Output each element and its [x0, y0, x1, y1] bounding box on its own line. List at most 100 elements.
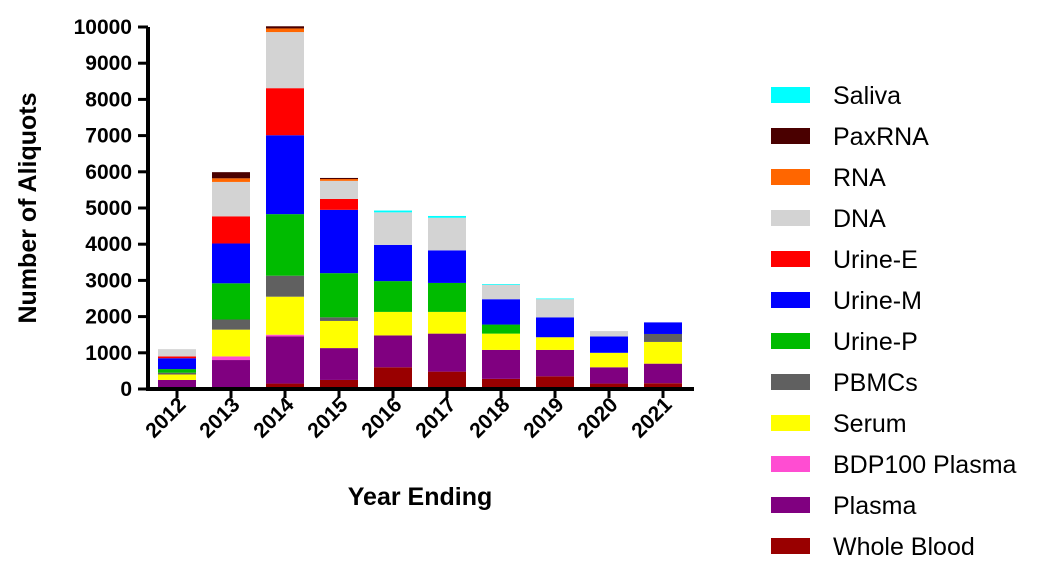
bar-segment [320, 348, 358, 380]
bar-segment [158, 372, 196, 375]
bar-segment [482, 299, 520, 325]
y-tick-label: 7000 [85, 125, 132, 148]
bar-segment [590, 336, 628, 353]
legend-label: DNA [833, 205, 886, 233]
y-tick-label: 10000 [74, 16, 132, 39]
bar-segment [212, 360, 250, 388]
x-tick-label: 2015 [303, 393, 353, 443]
bar-segment [374, 212, 412, 245]
bar-segment [158, 374, 196, 380]
bar-segment [212, 243, 250, 284]
bar-segment [158, 358, 196, 370]
bar-segment [320, 209, 358, 274]
bar-segment [536, 298, 574, 300]
legend-swatch [771, 87, 810, 103]
bar-segment [374, 335, 412, 368]
y-tick-label: 6000 [85, 161, 132, 184]
bar-segment [266, 214, 304, 276]
legend-swatch [771, 374, 810, 390]
legend-swatch [771, 538, 810, 554]
bar-segment [644, 322, 682, 334]
bar-segment [482, 324, 520, 334]
legend-swatch [771, 169, 810, 185]
legend-swatch [771, 497, 810, 513]
bar-segment [158, 369, 196, 373]
bar-segment [320, 177, 358, 180]
legend-swatch [771, 292, 810, 308]
bar-segment [644, 341, 682, 364]
bar-segment [212, 178, 250, 182]
x-tick-label: 2019 [519, 393, 568, 442]
legend-swatch [771, 456, 810, 472]
bar-segment [266, 26, 304, 29]
bar-segment [266, 32, 304, 89]
bar-segment [320, 379, 358, 389]
x-tick-label: 2014 [249, 393, 299, 443]
bar-segment [536, 337, 574, 350]
bar-segment [536, 299, 574, 318]
y-tick-label: 1000 [85, 342, 132, 365]
bar-segment [374, 281, 412, 312]
x-tick-label: 2018 [465, 393, 515, 443]
bar-segment [644, 383, 682, 389]
bar-segment [158, 356, 196, 359]
bar-segment [212, 283, 250, 320]
bars-layer [158, 26, 682, 389]
bar-segment [428, 311, 466, 334]
bar-segment [482, 284, 520, 300]
bar-segment [536, 349, 574, 377]
bar-segment [482, 284, 520, 285]
y-tick-label: 5000 [85, 197, 132, 220]
legend-swatch [771, 251, 810, 267]
bar-segment [266, 28, 304, 33]
bar-segment [428, 217, 466, 251]
legend-label: Urine-E [833, 246, 918, 274]
bar-segment [158, 349, 196, 357]
bar-segment [536, 317, 574, 338]
legend-label: Serum [833, 410, 907, 438]
bar-segment [644, 363, 682, 384]
y-tick-label: 2000 [85, 306, 132, 329]
bar-segment [212, 329, 250, 357]
bar-segment [374, 244, 412, 282]
bar-segment [266, 275, 304, 297]
bar-segment [266, 88, 304, 136]
x-tick-label: 2021 [627, 393, 677, 443]
bar-segment [266, 135, 304, 215]
bar-segment [374, 210, 412, 213]
legend-label: Plasma [833, 492, 916, 520]
bar-segment [482, 349, 520, 379]
bar-segment [590, 383, 628, 389]
bar-segment [158, 379, 196, 388]
bar-segment [320, 179, 358, 181]
bar-segment [428, 333, 466, 372]
bar-segment [482, 378, 520, 389]
bar-segment [590, 352, 628, 368]
bar-segment [428, 250, 466, 283]
bar-segment [212, 319, 250, 330]
legend-swatch [771, 128, 810, 144]
bar-segment [536, 376, 574, 389]
bar-segment [266, 334, 304, 337]
x-ticks: 2012 2013 2014 2015 2016 2017 2018 2019 2020 2021 [141, 389, 677, 443]
legend-swatch [771, 210, 810, 226]
legend-label: PaxRNA [833, 123, 929, 151]
legend-label: Urine-P [833, 328, 918, 356]
y-axis-title: Number of Aliquots [14, 92, 42, 323]
x-tick-label: 2017 [411, 393, 460, 442]
legend-label: PBMCs [833, 369, 918, 397]
y-tick-label: 4000 [85, 233, 132, 256]
bar-segment [482, 333, 520, 350]
bar-segment [320, 180, 358, 199]
y-ticks: 0 1000 2000 3000 4000 5000 6000 7000 8000 9000 100… [74, 16, 148, 401]
x-tick-label: 2016 [357, 393, 406, 442]
bar-segment [590, 367, 628, 384]
bar-segment [644, 333, 682, 342]
bar-segment [212, 216, 250, 244]
bar-segment [428, 371, 466, 389]
legend-label: Urine-M [833, 287, 922, 315]
legend-label: Whole Blood [833, 533, 975, 561]
legend-label: BDP100 Plasma [833, 451, 1017, 479]
bar-segment [320, 317, 358, 321]
